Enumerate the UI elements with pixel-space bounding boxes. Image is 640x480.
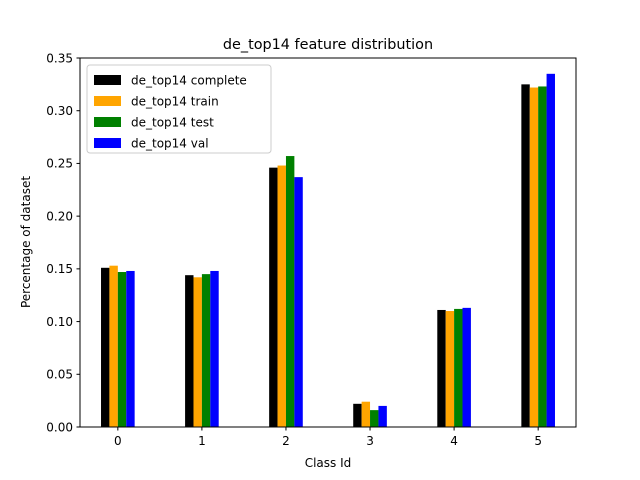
- bar-series-0-class-5: [521, 84, 530, 427]
- bar-series-1-class-5: [529, 87, 539, 428]
- chart-title: de_top14 feature distribution: [223, 37, 433, 53]
- legend-label-3: de_top14 val: [131, 137, 209, 151]
- x-tick-label: 2: [282, 434, 290, 448]
- legend-swatch-3: [94, 138, 121, 148]
- bar-series-2-class-5: [538, 86, 547, 428]
- bar-series-0-class-0: [101, 267, 110, 427]
- legend-label-2: de_top14 test: [131, 116, 214, 130]
- x-tick-label: 3: [366, 434, 374, 448]
- y-tick-label: 0.00: [46, 420, 73, 434]
- bar-series-3-class-0: [126, 270, 135, 427]
- legend: de_top14 complete de_top14 train de_top14 …: [86, 64, 272, 154]
- plot-frame: [79, 57, 577, 428]
- x-axis: 0 1 2 3 4 5: [114, 427, 542, 448]
- bar-series-1-class-0: [109, 265, 118, 427]
- y-tick-label: 0.15: [46, 262, 73, 276]
- x-axis-title: Class Id: [305, 456, 352, 470]
- y-tick-label: 0.05: [46, 368, 73, 382]
- bar-series-2-class-0: [117, 272, 127, 427]
- bar-series-0-class-2: [269, 167, 278, 427]
- legend-swatch-0: [94, 75, 121, 85]
- legend-swatch-2: [94, 117, 121, 127]
- x-tick-label: 1: [198, 434, 206, 448]
- bar-series-3-class-4: [462, 307, 471, 427]
- legend-label-1: de_top14 train: [131, 95, 219, 109]
- bar-series-1-class-3: [361, 401, 371, 427]
- bar-series-0-class-4: [437, 309, 446, 427]
- x-tick-label: 0: [114, 434, 122, 448]
- bar-series-3-class-1: [210, 270, 219, 427]
- bar-series-3-class-5: [546, 73, 555, 428]
- bar-series-1-class-1: [193, 277, 202, 427]
- bar-series-1-class-4: [445, 311, 455, 427]
- bar-series-2-class-2: [285, 156, 295, 427]
- bar-series-3-class-2: [294, 177, 303, 427]
- bar-series-0-class-3: [353, 403, 362, 427]
- bar-series-2-class-1: [201, 274, 211, 427]
- legend-label-0: de_top14 complete: [131, 74, 247, 88]
- y-tick-label: 0.10: [46, 315, 73, 329]
- y-tick-label: 0.30: [46, 104, 73, 118]
- x-tick-label: 5: [534, 434, 542, 448]
- bar-series-2-class-3: [370, 410, 379, 427]
- y-axis: 0.00 0.05 0.10 0.15 0.20 0.25 0.30 0.35: [46, 51, 80, 434]
- y-tick-label: 0.25: [46, 157, 73, 171]
- y-tick-label: 0.35: [46, 51, 73, 65]
- bars-group: [101, 73, 555, 428]
- bar-series-1-class-2: [277, 165, 286, 427]
- bar-series-0-class-1: [185, 275, 194, 427]
- legend-box: [86, 64, 272, 154]
- bar-series-3-class-3: [378, 405, 387, 427]
- bar-series-2-class-4: [454, 308, 463, 427]
- y-tick-label: 0.20: [46, 209, 73, 223]
- y-axis-title: Percentage of dataset: [19, 176, 33, 308]
- x-tick-label: 4: [450, 434, 458, 448]
- legend-swatch-1: [94, 96, 121, 106]
